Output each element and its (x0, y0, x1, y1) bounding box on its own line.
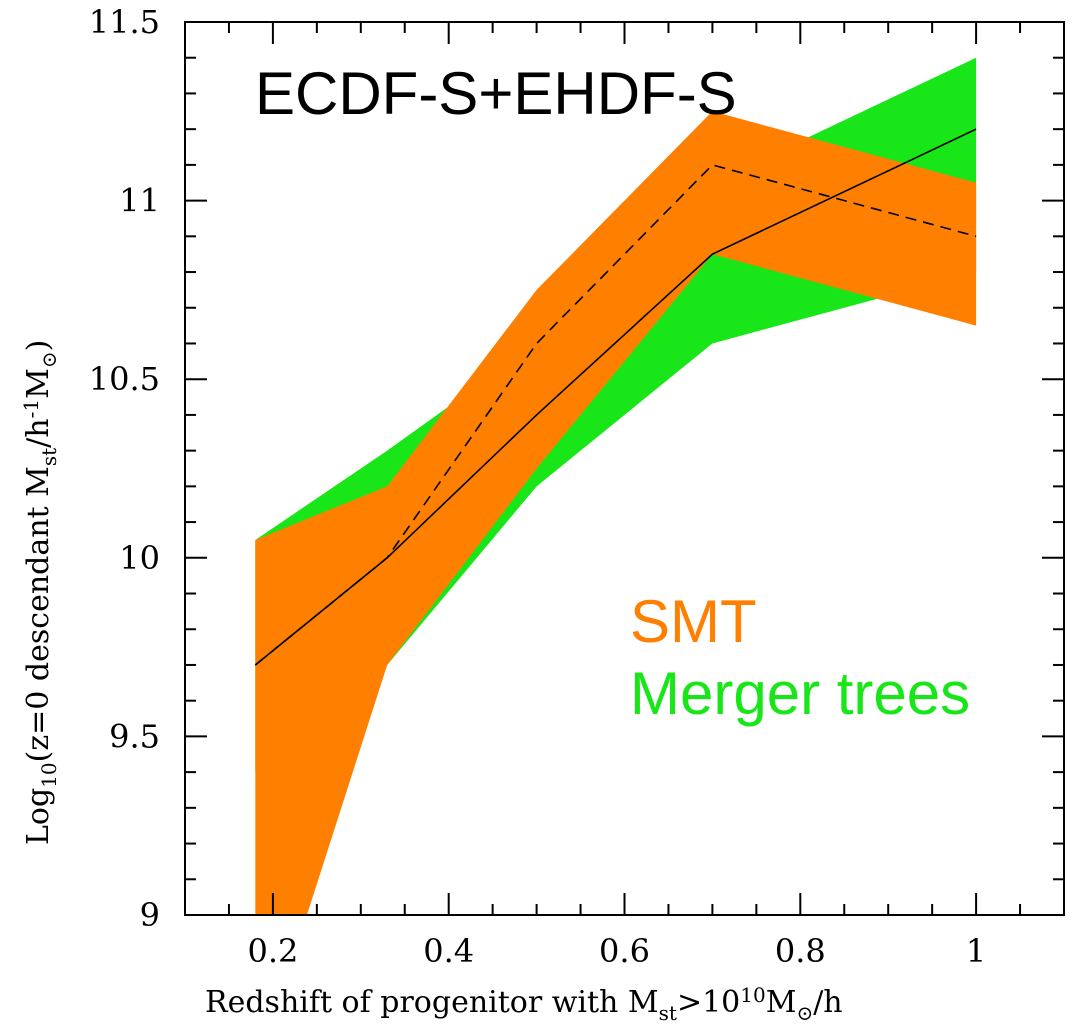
x-tick-label: 0.2 (247, 932, 298, 970)
y-tick-label: 10 (119, 539, 160, 577)
axis-ticks: 0.2 0.4 0.6 0.8 1 9 9.5 10 10.5 11 11.5 (89, 3, 1065, 970)
x-axis-label: Redshift of progenitor with Mst>1010M⊙/h (205, 983, 843, 1025)
y-tick-label: 11 (119, 182, 160, 220)
y-axis-label: Log10(z=0 descendant Mst/h-1M⊙) (19, 340, 61, 845)
x-tick-label: 0.8 (775, 932, 826, 970)
band-smt (255, 111, 977, 915)
legend-merger-trees: Merger trees (630, 660, 970, 727)
x-tick-label: 0.6 (599, 932, 650, 970)
legend-smt: SMT (630, 588, 757, 655)
y-tick-label: 11.5 (89, 3, 160, 41)
chart-title: ECDF-S+EHDF-S (255, 60, 737, 127)
median-line-smt (254, 163, 977, 666)
chart-bands (255, 57, 977, 915)
y-tick-label: 9 (140, 896, 160, 934)
x-tick-label: 0.4 (423, 932, 474, 970)
y-tick-label: 9.5 (109, 717, 160, 755)
chart-medians (254, 128, 977, 666)
x-tick-label: 1 (966, 932, 986, 970)
y-tick-label: 10.5 (89, 360, 160, 398)
